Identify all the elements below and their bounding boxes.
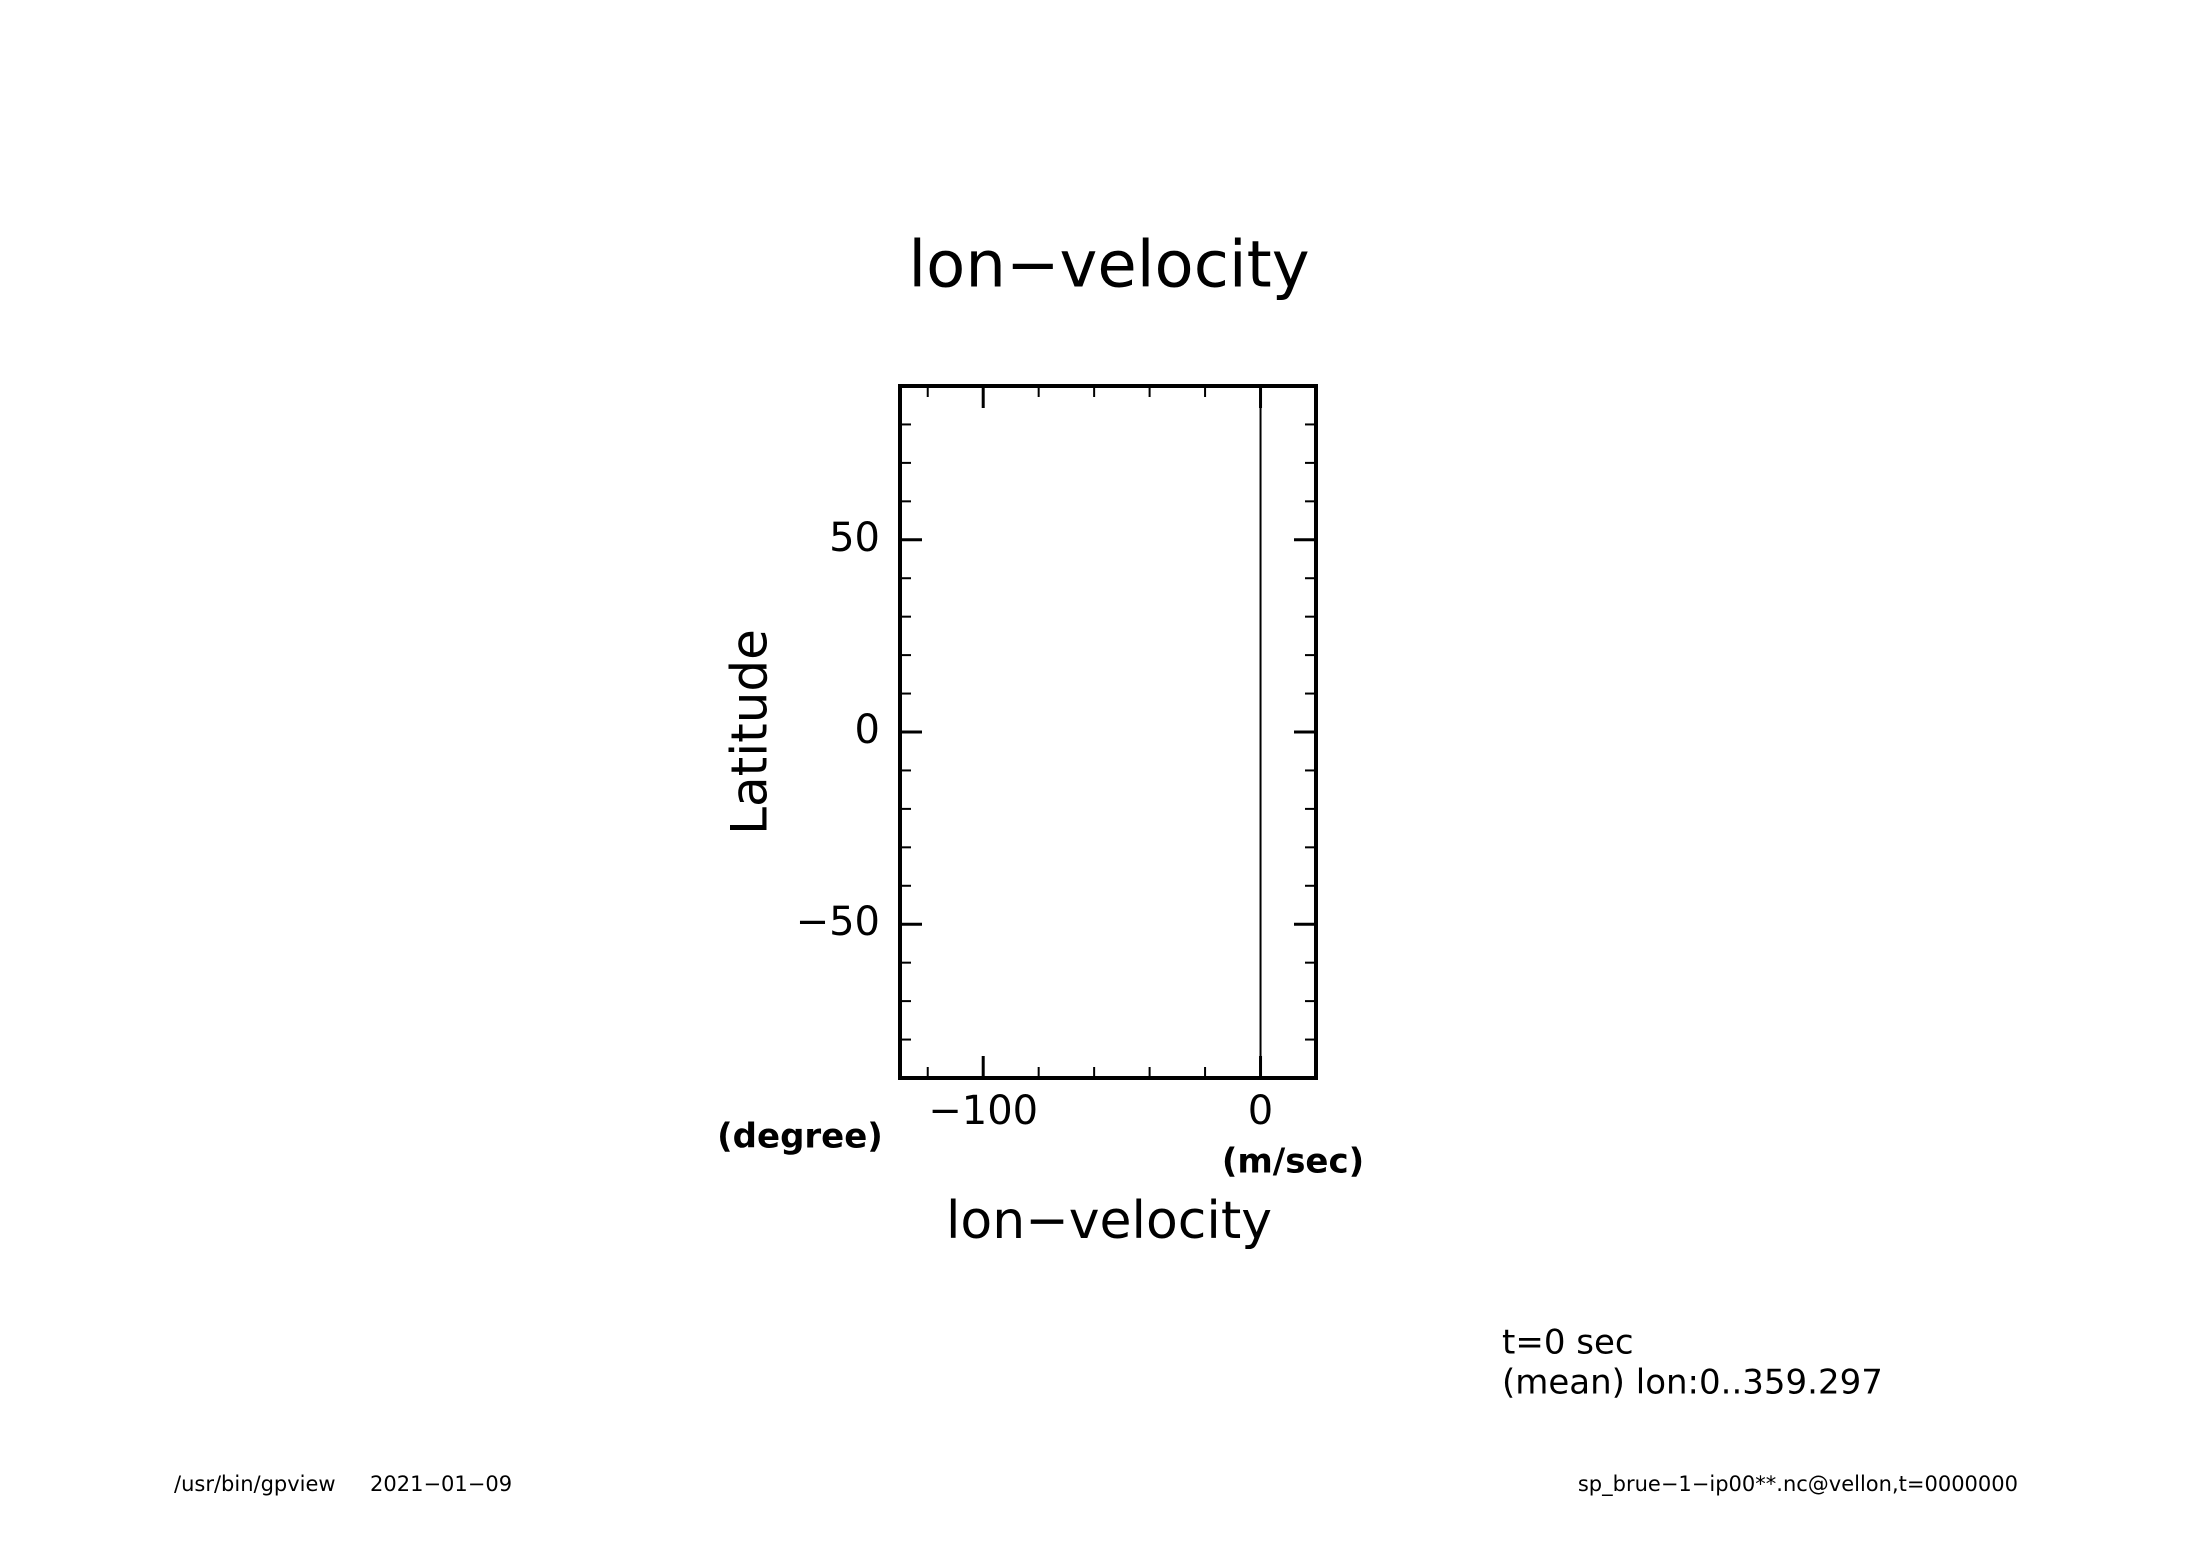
x-tick-label: 0 — [1248, 1088, 1273, 1134]
y-axis-label: Latitude — [721, 629, 779, 835]
chart-title: lon−velocity — [908, 229, 1309, 303]
plot-frame — [898, 384, 1318, 1080]
y-tick-label: −50 — [796, 899, 880, 945]
y-tick-label: 0 — [855, 707, 880, 753]
footer: /usr/bin/gpview — [174, 1472, 336, 1496]
footer: 2021−01−09 — [370, 1472, 512, 1496]
x-axis-label: lon−velocity — [946, 1191, 1272, 1251]
x-unit: (m/sec) — [1222, 1142, 1364, 1182]
y-unit: (degree) — [717, 1117, 883, 1157]
annotation: t=0 sec — [1502, 1323, 1634, 1363]
footer: sp_brue−1−ip00**.nc@vellon,t=0000000 — [1578, 1472, 2018, 1497]
annotation: (mean) lon:0..359.297 — [1502, 1363, 1883, 1403]
x-tick-label: −100 — [928, 1088, 1038, 1134]
y-tick-label: 50 — [829, 515, 880, 561]
